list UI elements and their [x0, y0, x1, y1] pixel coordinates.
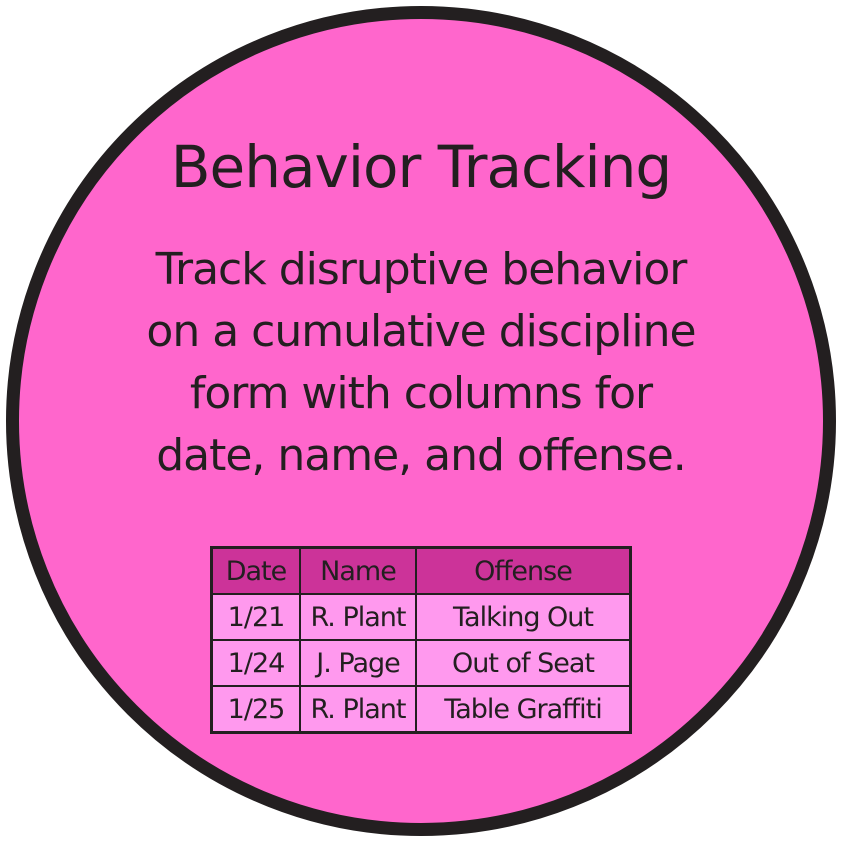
date-column-header: Date [210, 546, 301, 595]
offense-column-header: Offense [415, 546, 632, 595]
description-line: on a cumulative discipline [146, 306, 696, 357]
date-cell: 1/25 [210, 685, 301, 734]
description-line: form with columns for [189, 368, 653, 419]
offense-cell: Talking Out [415, 593, 632, 641]
offense-cell: Table Graffiti [415, 685, 632, 734]
date-cell: 1/24 [210, 639, 301, 687]
table-row: 1/25 R. Plant Table Graffiti [210, 685, 632, 734]
date-cell: 1/21 [210, 593, 301, 641]
badge-description: Track disruptive behavior on a cumulativ… [0, 248, 842, 496]
name-cell: R. Plant [299, 593, 417, 641]
description-line: Track disruptive behavior [155, 244, 688, 295]
badge-title: Behavior Tracking [170, 133, 672, 201]
table-row: 1/21 R. Plant Talking Out [210, 593, 632, 641]
description-line: date, name, and offense. [156, 430, 687, 481]
table-header-row: Date Name Offense [210, 546, 632, 595]
discipline-log-table: Date Name Offense 1/21 R. Plant Talking … [210, 546, 632, 734]
name-cell: R. Plant [299, 685, 417, 734]
offense-cell: Out of Seat [415, 639, 632, 687]
name-column-header: Name [299, 546, 417, 595]
name-cell: J. Page [299, 639, 417, 687]
table-row: 1/24 J. Page Out of Seat [210, 639, 632, 687]
